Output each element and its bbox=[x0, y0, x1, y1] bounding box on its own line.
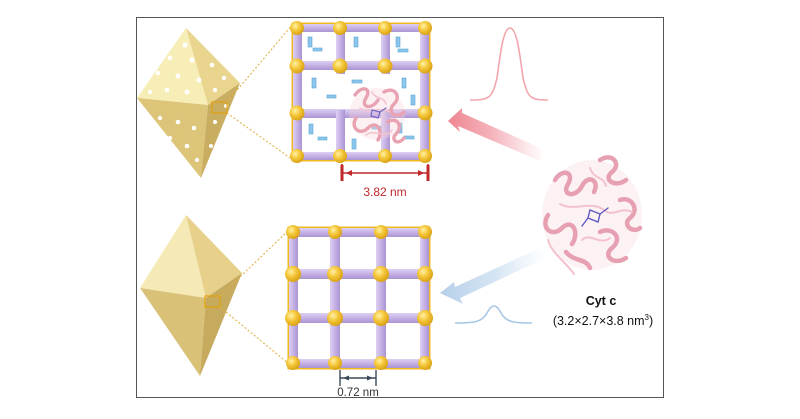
arrow-to-defective-lattice bbox=[448, 108, 545, 161]
octahedron-with-pores-icon bbox=[137, 28, 240, 178]
top-pore-width-label: 3.82 nm bbox=[363, 185, 406, 199]
arrow-to-intact-lattice bbox=[440, 248, 546, 304]
protein-ribbon-icon bbox=[542, 155, 643, 275]
protein-name-label: Cyt c bbox=[586, 294, 617, 308]
dimension-bottom: 0.72 nm bbox=[337, 370, 379, 399]
zoom-region-box-bottom bbox=[204, 295, 221, 308]
defective-mof-lattice bbox=[289, 21, 433, 163]
zoom-lines-top bbox=[226, 23, 294, 161]
zoom-lines-bottom bbox=[219, 229, 290, 365]
protein-dimensions-label: (3.2×2.7×3.8 nm3) bbox=[553, 313, 653, 328]
bottom-pore-width-label: 0.72 nm bbox=[337, 387, 379, 399]
zoom-region-box-top bbox=[211, 101, 228, 114]
intact-mof-lattice bbox=[285, 225, 433, 370]
octahedron-icon bbox=[140, 215, 242, 376]
size-distribution-curve-bottom bbox=[454, 305, 533, 324]
dimension-top: 3.82 nm bbox=[340, 164, 430, 199]
protein-ribbon-icon bbox=[349, 87, 406, 144]
size-distribution-curve-top bbox=[469, 27, 549, 101]
figure-frame bbox=[136, 17, 664, 398]
